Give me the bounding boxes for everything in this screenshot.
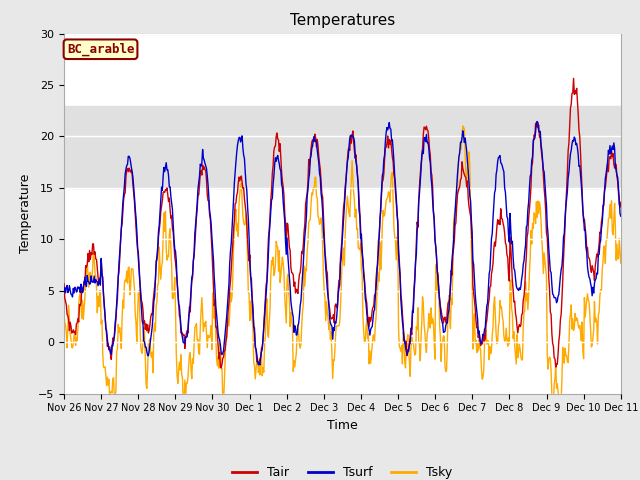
- X-axis label: Time: Time: [327, 419, 358, 432]
- Y-axis label: Temperature: Temperature: [19, 174, 33, 253]
- Text: BC_arable: BC_arable: [67, 43, 134, 56]
- Bar: [64, 106, 621, 188]
- Title: Temperatures: Temperatures: [290, 13, 395, 28]
- Legend: Tair, Tsurf, Tsky: Tair, Tsurf, Tsky: [227, 461, 458, 480]
